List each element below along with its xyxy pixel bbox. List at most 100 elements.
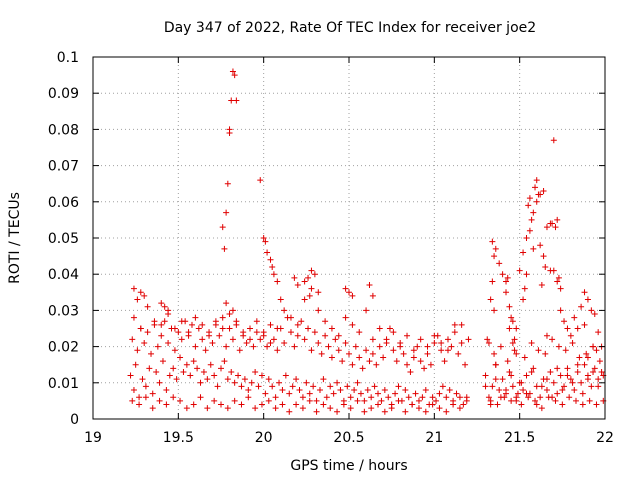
data-point: [567, 376, 574, 383]
y-tick-label: 0.05: [48, 231, 79, 247]
data-point: [482, 372, 489, 379]
data-point: [463, 397, 470, 404]
data-point: [462, 361, 469, 368]
data-point: [576, 354, 583, 361]
data-point: [195, 325, 202, 332]
data-point: [262, 390, 269, 397]
data-point: [229, 336, 236, 343]
data-point: [197, 394, 204, 401]
data-point: [513, 350, 520, 357]
data-point: [270, 336, 277, 343]
data-point: [247, 325, 254, 332]
data-point: [404, 361, 411, 368]
y-tick-label: 0.02: [48, 340, 79, 356]
data-point: [233, 321, 240, 328]
data-point: [306, 397, 313, 404]
data-point: [224, 376, 231, 383]
data-point: [332, 336, 339, 343]
x-tick-label: 22: [596, 430, 614, 446]
data-point: [492, 376, 499, 383]
data-point: [405, 394, 412, 401]
data-point: [247, 336, 254, 343]
data-point: [516, 267, 523, 274]
data-point: [376, 343, 383, 350]
data-point: [591, 365, 598, 372]
data-point: [574, 361, 581, 368]
data-point: [177, 397, 184, 404]
data-point: [187, 372, 194, 379]
data-point: [578, 379, 585, 386]
data-point: [431, 339, 438, 346]
data-point: [258, 401, 265, 408]
data-point: [349, 321, 356, 328]
data-point: [485, 339, 492, 346]
data-point: [460, 401, 467, 408]
data-point: [550, 137, 557, 144]
data-point: [308, 267, 315, 274]
data-point: [294, 332, 301, 339]
data-point: [361, 408, 368, 415]
data-point: [293, 401, 300, 408]
data-point: [265, 397, 272, 404]
data-point: [381, 387, 388, 394]
data-point: [422, 387, 429, 394]
data-point: [503, 278, 510, 285]
data-point: [552, 224, 559, 231]
data-point: [578, 303, 585, 310]
data-point: [219, 325, 226, 332]
data-point: [530, 365, 537, 372]
data-point: [535, 191, 542, 198]
data-point: [513, 397, 520, 404]
data-point: [368, 405, 375, 412]
data-point: [303, 379, 310, 386]
data-point: [591, 311, 598, 318]
data-point: [535, 347, 542, 354]
data-point: [327, 383, 334, 390]
data-point: [320, 401, 327, 408]
data-point: [221, 245, 228, 252]
data-point: [533, 383, 540, 390]
data-point: [562, 347, 569, 354]
data-point: [458, 321, 465, 328]
data-point: [533, 177, 540, 184]
data-point: [415, 397, 422, 404]
data-point: [231, 379, 238, 386]
data-point: [496, 260, 503, 267]
data-point: [526, 195, 533, 202]
data-point: [523, 235, 530, 241]
data-point: [371, 383, 378, 390]
data-point: [301, 336, 308, 343]
data-point: [340, 401, 347, 408]
data-point: [224, 180, 231, 187]
data-point: [334, 379, 341, 386]
data-point: [202, 347, 209, 354]
data-point: [218, 401, 224, 408]
data-point: [523, 271, 530, 278]
data-point: [443, 408, 450, 415]
data-point: [422, 408, 429, 415]
data-point: [130, 387, 137, 394]
data-point: [588, 383, 595, 390]
data-point: [497, 394, 504, 401]
data-point: [158, 332, 165, 339]
data-point: [137, 289, 144, 296]
data-point: [574, 368, 581, 375]
data-point: [229, 68, 236, 75]
x-tick-label: 19.5: [163, 430, 194, 446]
data-point: [458, 339, 465, 346]
data-point: [521, 285, 528, 292]
data-point: [231, 72, 238, 79]
data-point: [509, 318, 516, 325]
data-point: [491, 350, 498, 357]
data-point: [170, 365, 177, 372]
data-point: [561, 383, 568, 390]
data-point: [503, 289, 510, 296]
data-point: [550, 379, 557, 386]
data-point: [431, 332, 438, 339]
data-point: [494, 401, 501, 408]
y-tick-label: 0.01: [48, 376, 79, 392]
data-point: [190, 358, 197, 365]
data-point: [492, 361, 499, 368]
data-point: [236, 347, 243, 354]
